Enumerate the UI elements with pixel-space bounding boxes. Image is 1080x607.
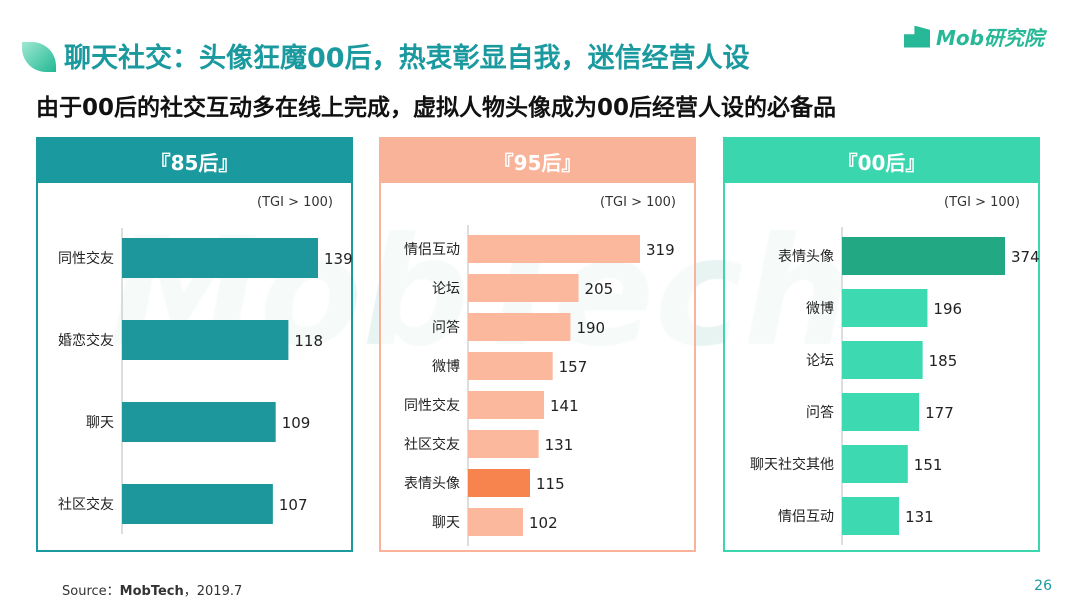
bar-chart: 情侣互动 319 论坛 205 问答 190 微博 157 同性交友 141 社区交友 131 表情头像… <box>404 225 675 546</box>
category-label: 婚恋交友 <box>58 332 114 349</box>
value-label: 319 <box>646 241 675 259</box>
category-label: 论坛 <box>432 281 460 297</box>
bar <box>468 430 539 458</box>
value-label: 118 <box>294 332 323 350</box>
bar <box>842 341 923 379</box>
category-label: 聊天社交其他 <box>750 456 834 473</box>
bar <box>122 238 318 278</box>
unit-note: (TGI > 100) <box>600 195 676 210</box>
source-name: MobTech <box>119 584 184 599</box>
value-label: 205 <box>585 280 614 298</box>
value-label: 185 <box>929 352 958 370</box>
chart-title: 『85后』 <box>38 139 351 183</box>
category-label: 表情头像 <box>404 476 460 492</box>
value-label: 131 <box>545 436 574 454</box>
bar <box>468 508 523 536</box>
value-label: 190 <box>576 319 605 337</box>
chart-panel-1: 『95后』 (TGI > 100) 情侣互动 319 论坛 205 问答 190 微博 157 同性… <box>379 137 696 552</box>
bar <box>468 391 545 419</box>
value-label: 141 <box>550 397 579 415</box>
category-label: 同性交友 <box>404 397 460 414</box>
category-label: 同性交友 <box>58 250 114 267</box>
bar <box>122 402 276 442</box>
value-label: 196 <box>933 300 962 318</box>
bar <box>842 393 920 431</box>
page-subtitle: 由于00后的社交互动多在线上完成，虚拟人物头像成为00后经营人设的必备品 <box>36 95 837 121</box>
bar <box>468 274 579 302</box>
category-label: 问答 <box>432 319 460 336</box>
value-label: 107 <box>279 496 308 514</box>
bar <box>468 313 571 341</box>
category-label: 聊天 <box>432 515 460 531</box>
unit-note: (TGI > 100) <box>944 195 1020 210</box>
category-label: 表情头像 <box>778 249 834 265</box>
value-label: 151 <box>914 456 943 474</box>
category-label: 微博 <box>806 300 834 317</box>
category-label: 社区交友 <box>58 496 114 513</box>
value-label: 131 <box>905 508 934 526</box>
category-label: 情侣互动 <box>404 242 460 258</box>
value-label: 109 <box>282 414 311 432</box>
source-label: Source： <box>62 584 120 599</box>
chart-panel-2: 『00后』 (TGI > 100) 表情头像 374 微博 196 论坛 185 问答 177 聊天… <box>723 137 1040 552</box>
category-label: 社区交友 <box>404 436 460 453</box>
bar <box>122 484 273 524</box>
bar-chart: 同性交友 139 婚恋交友 118 聊天 109 社区交友 107 <box>58 228 353 534</box>
value-label: 115 <box>536 475 565 493</box>
value-label: 177 <box>925 404 954 422</box>
page-title: 聊天社交：头像狂魔00后，热衷彰显自我，迷信经营人设 <box>64 43 750 74</box>
value-label: 102 <box>529 514 558 532</box>
value-label: 139 <box>324 250 353 268</box>
category-label: 论坛 <box>806 353 834 369</box>
bar <box>468 352 553 380</box>
bar <box>842 445 908 483</box>
category-label: 问答 <box>806 404 834 421</box>
chart-title: 『00后』 <box>725 139 1038 183</box>
source-date: ，2019.7 <box>183 584 243 599</box>
source-note: Source：MobTech，2019.7 <box>62 580 242 599</box>
value-label: 374 <box>1011 248 1040 266</box>
chart-title: 『95后』 <box>381 139 694 183</box>
bar <box>842 497 900 535</box>
category-label: 聊天 <box>86 415 114 431</box>
category-label: 微博 <box>432 358 460 375</box>
bar <box>842 289 928 327</box>
logo-text: Mob研究院 <box>936 26 1044 50</box>
unit-note: (TGI > 100) <box>257 195 333 210</box>
bar <box>468 235 640 263</box>
bar-chart: 表情头像 374 微博 196 论坛 185 问答 177 聊天社交其他 151 情侣互动 131 <box>750 227 1040 545</box>
logo-icon <box>904 25 930 48</box>
logo: Mob研究院 <box>904 22 1044 51</box>
chart-panel-0: 『85后』 (TGI > 100) 同性交友 139 婚恋交友 118 聊天 109 社区交友 1… <box>36 137 353 552</box>
bar <box>122 320 289 360</box>
value-label: 157 <box>559 358 588 376</box>
bar <box>842 237 1005 275</box>
page-number: 26 <box>1034 578 1052 594</box>
category-label: 情侣互动 <box>778 509 834 525</box>
bar <box>468 469 531 497</box>
